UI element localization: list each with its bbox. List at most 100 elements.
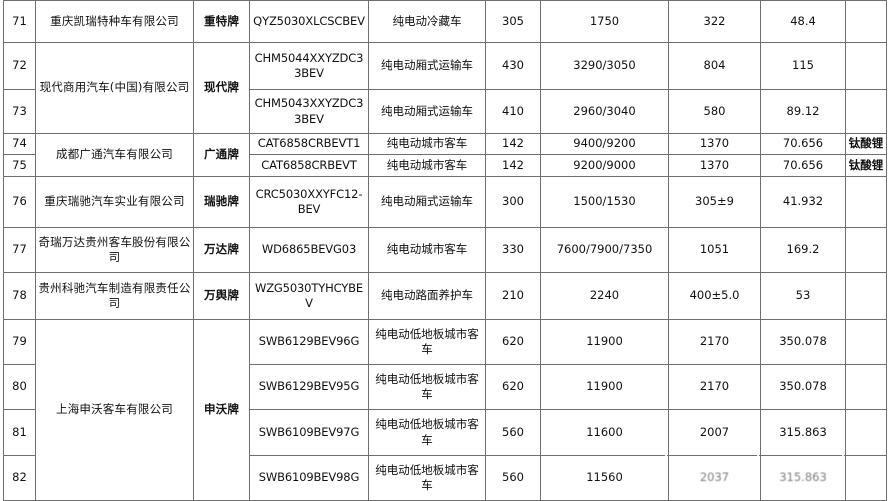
cell-value-c: 2170 (668, 364, 761, 410)
cell-brand: 万舆牌 (193, 272, 250, 320)
cell-serial-number: 78 (3, 272, 36, 320)
cell-model-code: SWB6109BEV98G (249, 455, 369, 501)
cell-value-b: 11600 (540, 409, 669, 456)
cell-vehicle-type: 纯电动厢式运输车 (368, 89, 486, 134)
cell-model-code: SWB6109BEV97G (249, 409, 369, 456)
table-row: 78 贵州科驰汽车制造有限责任公司 万舆牌 WZG5030TYHCYBEV 纯电动路面养… (3, 272, 887, 320)
cell-model-code: CAT6858CRBEVT (249, 154, 369, 177)
cell-battery-type (845, 364, 887, 410)
cell-value-b: 11900 (540, 319, 669, 365)
cell-model-code: QYZ5030XLCSCBEV (249, 0, 369, 43)
cell-value-b: 7600/7900/7350 (540, 227, 669, 273)
cell-value-a: 142 (485, 154, 541, 177)
cell-value-b: 9200/9000 (540, 154, 669, 177)
cell-value-c: 2007 (668, 409, 761, 456)
cell-value-d: 315.863 (760, 455, 846, 501)
cell-vehicle-type: 纯电动低地板城市客车 (368, 455, 486, 501)
cell-value-c: 2037 (668, 455, 761, 501)
cell-value-a: 560 (485, 409, 541, 456)
cell-value-b: 11900 (540, 364, 669, 410)
cell-value-a: 300 (485, 176, 541, 228)
cell-vehicle-type: 纯电动低地板城市客车 (368, 364, 486, 410)
cell-model-code: WD6865BEVG03 (249, 227, 369, 273)
cell-value-d: 48.4 (760, 0, 846, 43)
cell-model-code: WZG5030TYHCYBEV (249, 272, 369, 320)
cell-value-d: 115 (760, 42, 846, 90)
cell-value-b: 2960/3040 (540, 89, 669, 134)
cell-value-a: 620 (485, 319, 541, 365)
cell-value-c: 804 (668, 42, 761, 90)
cell-value-a: 620 (485, 364, 541, 410)
cell-battery-type (845, 176, 887, 228)
cell-value-a: 142 (485, 133, 541, 155)
cell-value-d: 70.656 (760, 154, 846, 177)
cell-manufacturer: 重庆瑞驰汽车实业有限公司 (35, 176, 194, 228)
cell-battery-type (845, 272, 887, 320)
cell-manufacturer: 现代商用汽车(中国)有限公司 (35, 42, 194, 134)
cell-value-b: 3290/3050 (540, 42, 669, 90)
cell-battery-type (845, 0, 887, 43)
cell-battery-type: 钛酸锂 (845, 133, 887, 155)
cell-value-a: 305 (485, 0, 541, 43)
cell-value-d: 350.078 (760, 364, 846, 410)
cell-battery-type (845, 319, 887, 365)
cell-serial-number: 77 (3, 227, 36, 273)
cell-battery-type (845, 42, 887, 90)
cell-value-c: 1370 (668, 154, 761, 177)
cell-manufacturer: 成都广通汽车有限公司 (35, 133, 194, 177)
cell-serial-number: 79 (3, 319, 36, 365)
cell-serial-number: 71 (3, 0, 36, 43)
cell-brand: 瑞驰牌 (193, 176, 250, 228)
cell-vehicle-type: 纯电动厢式运输车 (368, 42, 486, 90)
cell-vehicle-type: 纯电动低地板城市客车 (368, 319, 486, 365)
cell-value-b: 9400/9200 (540, 133, 669, 155)
cell-value-d: 350.078 (760, 319, 846, 365)
cell-brand: 万达牌 (193, 227, 250, 273)
cell-vehicle-type: 纯电动低地板城市客车 (368, 409, 486, 456)
cell-value-b: 1500/1530 (540, 176, 669, 228)
cell-value-c: 322 (668, 0, 761, 43)
cell-vehicle-type: 纯电动冷藏车 (368, 0, 486, 43)
cell-serial-number: 73 (3, 89, 36, 134)
cell-manufacturer: 上海申沃客车有限公司 (35, 319, 194, 501)
cell-model-code: CRC5030XXYFC12-BEV (249, 176, 369, 228)
cell-value-a: 330 (485, 227, 541, 273)
table-row: 77 奇瑞万达贵州客车股份有限公司 万达牌 WD6865BEVG03 纯电动城市客车 33… (3, 227, 887, 273)
cell-value-d: 53 (760, 272, 846, 320)
cell-brand: 广通牌 (193, 133, 250, 177)
table-row: 73 CHM5043XXYZDC33BEV 纯电动厢式运输车 410 2960/3040… (3, 89, 887, 134)
cell-value-d: 169.2 (760, 227, 846, 273)
cell-serial-number: 80 (3, 364, 36, 410)
cell-value-a: 560 (485, 455, 541, 501)
table-row: 76 重庆瑞驰汽车实业有限公司 瑞驰牌 CRC5030XXYFC12-BEV 纯电动厢式… (3, 176, 887, 228)
cell-vehicle-type: 纯电动城市客车 (368, 154, 486, 177)
cell-value-d: 70.656 (760, 133, 846, 155)
cell-value-c: 305±9 (668, 176, 761, 228)
table-row: 80 SWB6129BEV95G 纯电动低地板城市客车 620 11900 2170 350… (3, 364, 887, 410)
cell-model-code: SWB6129BEV95G (249, 364, 369, 410)
cell-battery-type (845, 409, 887, 456)
cell-vehicle-type: 纯电动路面养护车 (368, 272, 486, 320)
cell-brand: 重特牌 (193, 0, 250, 43)
cell-model-code: CHM5043XXYZDC33BEV (249, 89, 369, 134)
cell-vehicle-type: 纯电动城市客车 (368, 227, 486, 273)
table-row: 72 现代商用汽车(中国)有限公司 现代牌 CHM5044XXYZDC33BEV 纯电动… (3, 42, 887, 134)
cell-serial-number: 75 (3, 154, 36, 177)
cell-manufacturer: 贵州科驰汽车制造有限责任公司 (35, 272, 194, 320)
cell-manufacturer: 奇瑞万达贵州客车股份有限公司 (35, 227, 194, 273)
table-row: 82 SWB6109BEV98G 纯电动低地板城市客车 560 11560 2037 315… (3, 455, 887, 501)
table-row: 74 成都广通汽车有限公司 广通牌 CAT6858CRBEVT1 纯电动城市客车 142 9… (3, 133, 887, 177)
cell-value-c: 1051 (668, 227, 761, 273)
table-body: 71 重庆凯瑞特种车有限公司 重特牌 QYZ5030XLCSCBEV 纯电动冷藏车 305… (3, 0, 887, 501)
cell-value-b: 11560 (540, 455, 669, 501)
table-row: 79 上海申沃客车有限公司 申沃牌 SWB6129BEV96G 纯电动低地板城市客车 62… (3, 319, 887, 501)
cell-model-code: SWB6129BEV96G (249, 319, 369, 365)
cell-value-d: 315.863 (760, 409, 846, 456)
cell-brand: 申沃牌 (193, 319, 250, 501)
cell-value-a: 210 (485, 272, 541, 320)
cell-value-c: 580 (668, 89, 761, 134)
cell-value-c: 2170 (668, 319, 761, 365)
cell-serial-number: 74 (3, 133, 36, 155)
cell-value-a: 430 (485, 42, 541, 90)
